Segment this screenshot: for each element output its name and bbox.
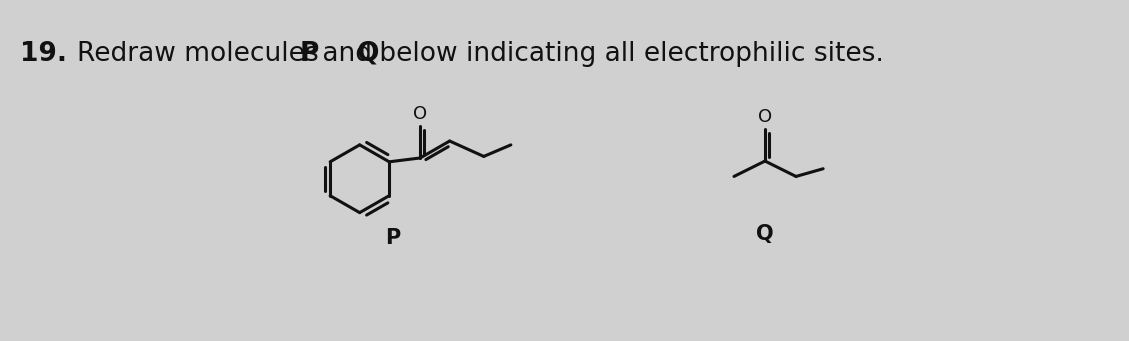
Text: Q: Q — [756, 224, 773, 244]
Text: below indicating all electrophilic sites.: below indicating all electrophilic sites… — [371, 41, 884, 67]
Text: O: O — [758, 108, 772, 125]
Text: and: and — [314, 41, 380, 67]
Text: P: P — [299, 41, 318, 67]
Text: Q: Q — [357, 41, 379, 67]
Text: P: P — [385, 228, 401, 248]
Text: Redraw molecules: Redraw molecules — [77, 41, 326, 67]
Text: O: O — [413, 105, 427, 122]
Text: 19.: 19. — [20, 41, 68, 67]
